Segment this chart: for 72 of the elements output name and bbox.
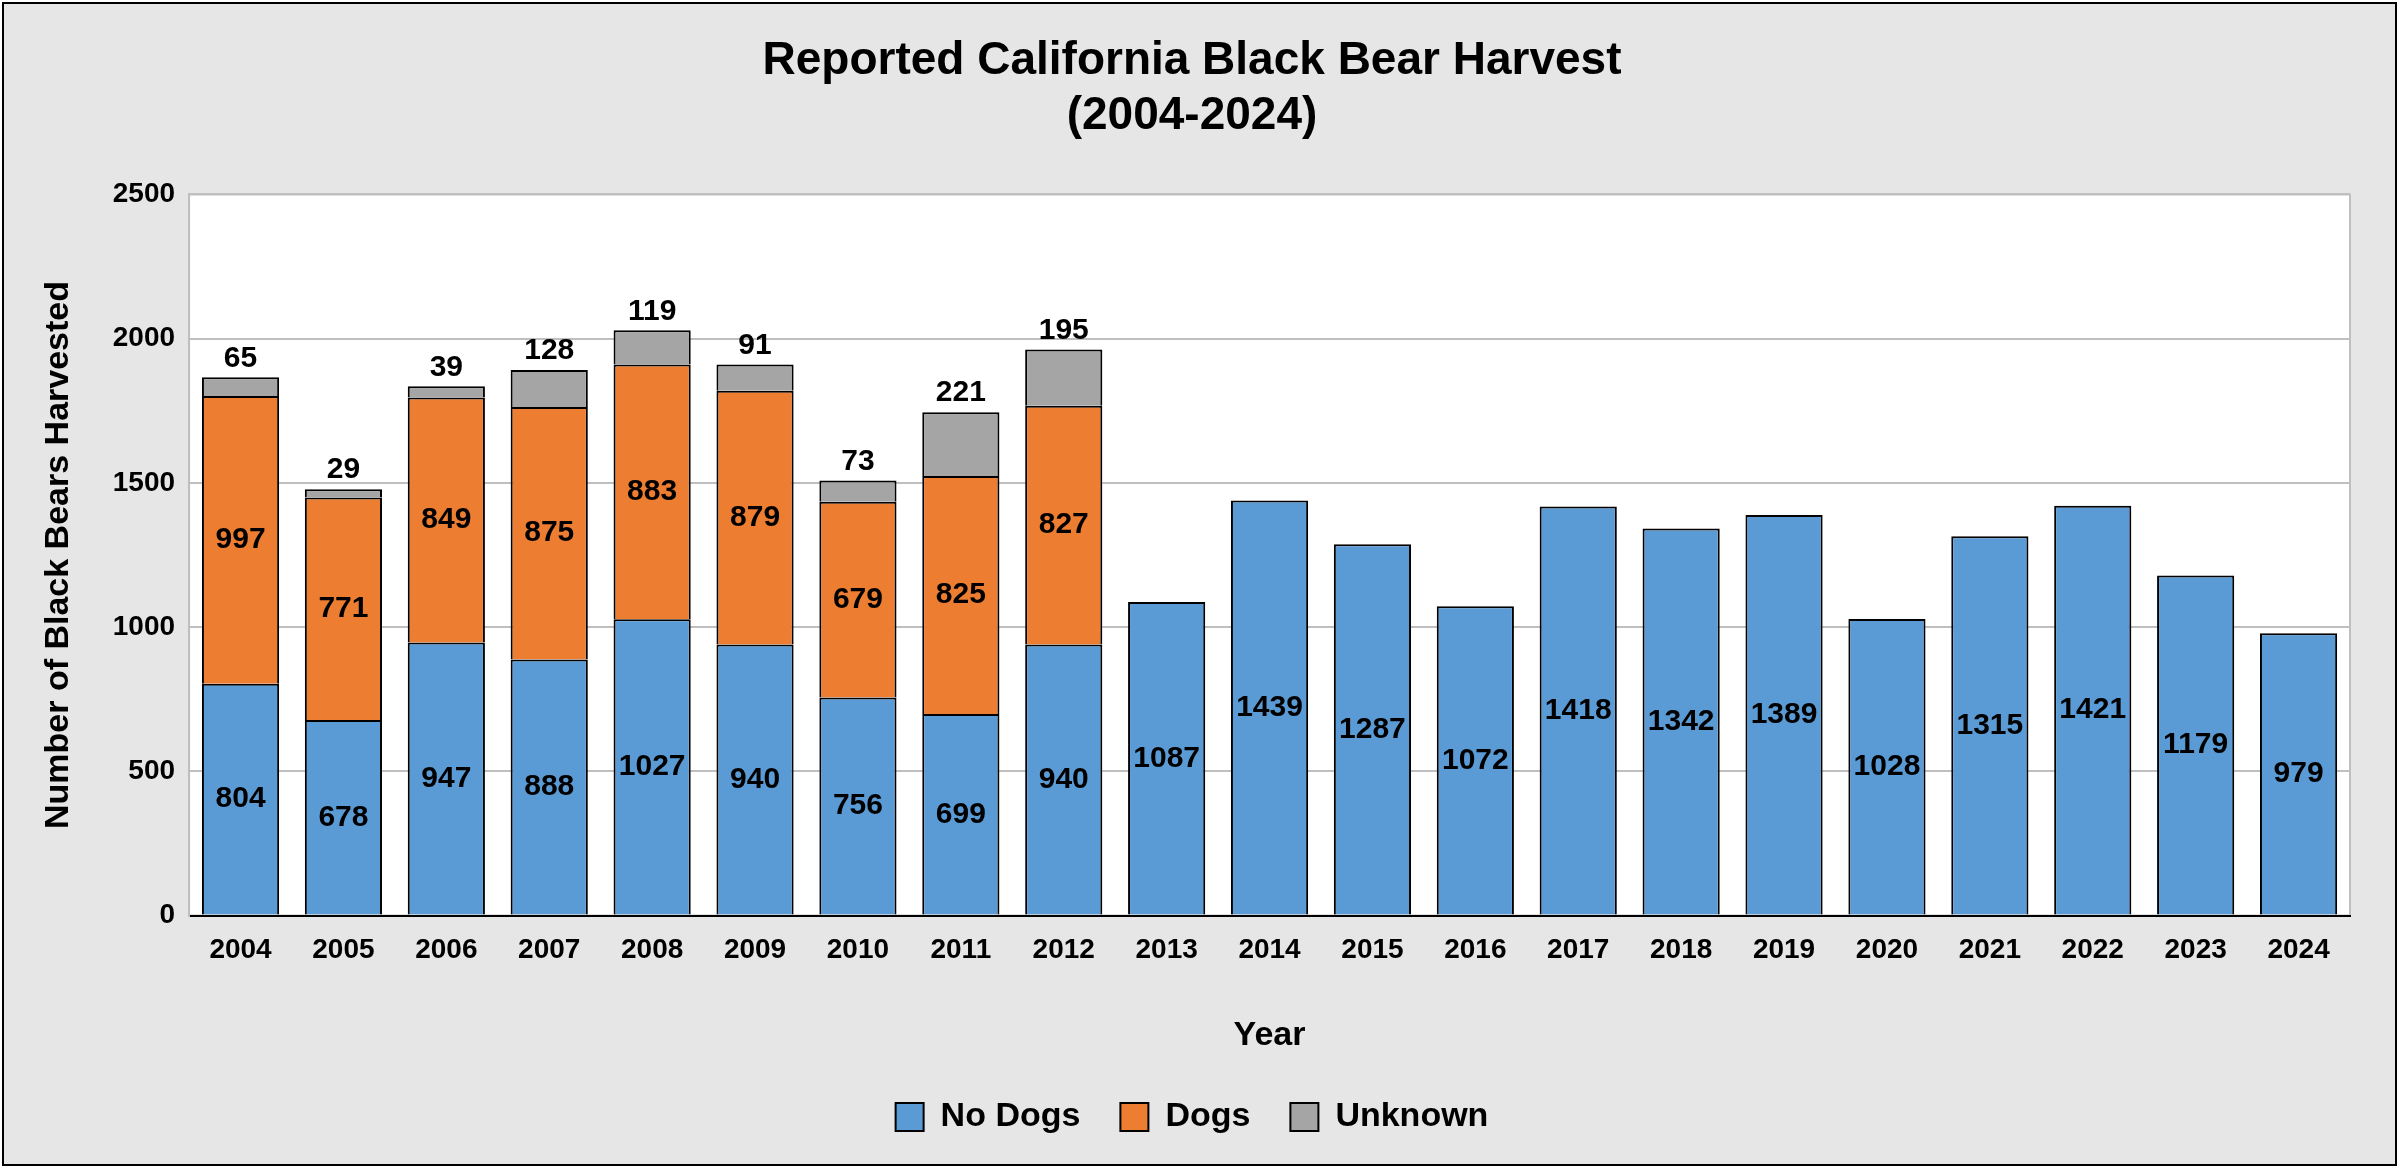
x-tick-label: 2006 — [415, 933, 478, 965]
x-tick-label: 2015 — [1341, 933, 1404, 965]
y-tick-label: 1000 — [112, 609, 176, 641]
data-label: 947 — [421, 759, 472, 793]
chart-title: Reported California Black Bear Harvest (2004-2024) — [762, 32, 1622, 140]
data-label: 771 — [318, 590, 369, 624]
x-axis-title: Year — [1233, 1013, 1306, 1052]
x-tick-label: 2012 — [1032, 933, 1095, 965]
data-label: 1179 — [2163, 726, 2229, 760]
legend-label: Unknown — [1335, 1095, 1489, 1134]
data-label: 1342 — [1647, 702, 1715, 736]
x-tick-label: 2004 — [209, 933, 273, 965]
y-tick-label: 1500 — [112, 465, 176, 497]
data-label: 679 — [832, 580, 883, 614]
data-label: 1439 — [1236, 688, 1303, 722]
x-tick-label: 2024 — [2267, 933, 2331, 965]
data-label: 1421 — [2059, 691, 2127, 725]
data-label: 29 — [326, 451, 361, 485]
data-label: 879 — [730, 498, 781, 532]
y-tick-label: 2000 — [112, 321, 176, 353]
x-tick-label: 2021 — [1958, 933, 2021, 965]
y-tick-label: 0 — [159, 898, 176, 930]
data-label: 875 — [524, 514, 575, 548]
x-tick-label: 2007 — [518, 933, 581, 965]
y-tick-label: 2500 — [112, 177, 176, 209]
data-label: 678 — [318, 798, 369, 832]
x-tick-label: 2010 — [826, 933, 890, 965]
x-tick-label: 2019 — [1752, 933, 1816, 965]
data-label: 849 — [421, 501, 472, 535]
data-label: 1087 — [1133, 739, 1201, 773]
data-label: 1072 — [1441, 741, 1509, 775]
data-label: 65 — [223, 339, 258, 373]
legend-label: No Dogs — [940, 1095, 1081, 1134]
data-label: 39 — [429, 348, 464, 382]
y-axis-title: Number of Black Bears Harvested — [36, 280, 75, 830]
x-tick-label: 2023 — [2164, 933, 2227, 965]
x-tick-label: 2022 — [2061, 933, 2124, 965]
data-label: 73 — [841, 442, 875, 476]
data-label: 940 — [1038, 760, 1089, 794]
data-label: 1028 — [1853, 748, 1921, 782]
data-label: 1315 — [1956, 706, 2024, 740]
data-label: 1287 — [1339, 710, 1406, 744]
data-label: 979 — [2273, 755, 2324, 789]
data-label: 888 — [524, 768, 575, 802]
x-tick-label: 2008 — [620, 933, 684, 965]
x-tick-label: 2017 — [1547, 933, 1610, 965]
data-label: 699 — [935, 795, 986, 829]
data-label: 128 — [524, 332, 575, 366]
x-tick-label: 2020 — [1855, 933, 1919, 965]
data-label: 883 — [627, 473, 678, 507]
data-label: 827 — [1038, 506, 1089, 540]
data-label: 756 — [832, 787, 883, 821]
x-tick-label: 2013 — [1135, 933, 1198, 965]
data-label: 997 — [215, 521, 266, 555]
y-tick-label: 500 — [128, 754, 176, 786]
x-tick-label: 2005 — [312, 933, 375, 965]
data-label: 940 — [730, 760, 781, 794]
data-label: 804 — [215, 780, 266, 814]
x-tick-label: 2009 — [723, 933, 787, 965]
x-tick-label: 2018 — [1650, 933, 1713, 965]
data-label: 1418 — [1544, 691, 1612, 725]
data-label: 91 — [738, 326, 772, 360]
x-tick-label: 2014 — [1238, 933, 1302, 965]
x-tick-label: 2011 — [930, 933, 992, 965]
x-tick-label: 2016 — [1444, 933, 1507, 965]
data-label: 825 — [935, 576, 986, 610]
data-label: 221 — [935, 374, 986, 408]
legend-label: Dogs — [1165, 1095, 1251, 1134]
data-label: 195 — [1038, 311, 1089, 345]
data-label: 119 — [627, 292, 677, 326]
data-label: 1389 — [1750, 696, 1818, 730]
data-label: 1027 — [618, 748, 686, 782]
